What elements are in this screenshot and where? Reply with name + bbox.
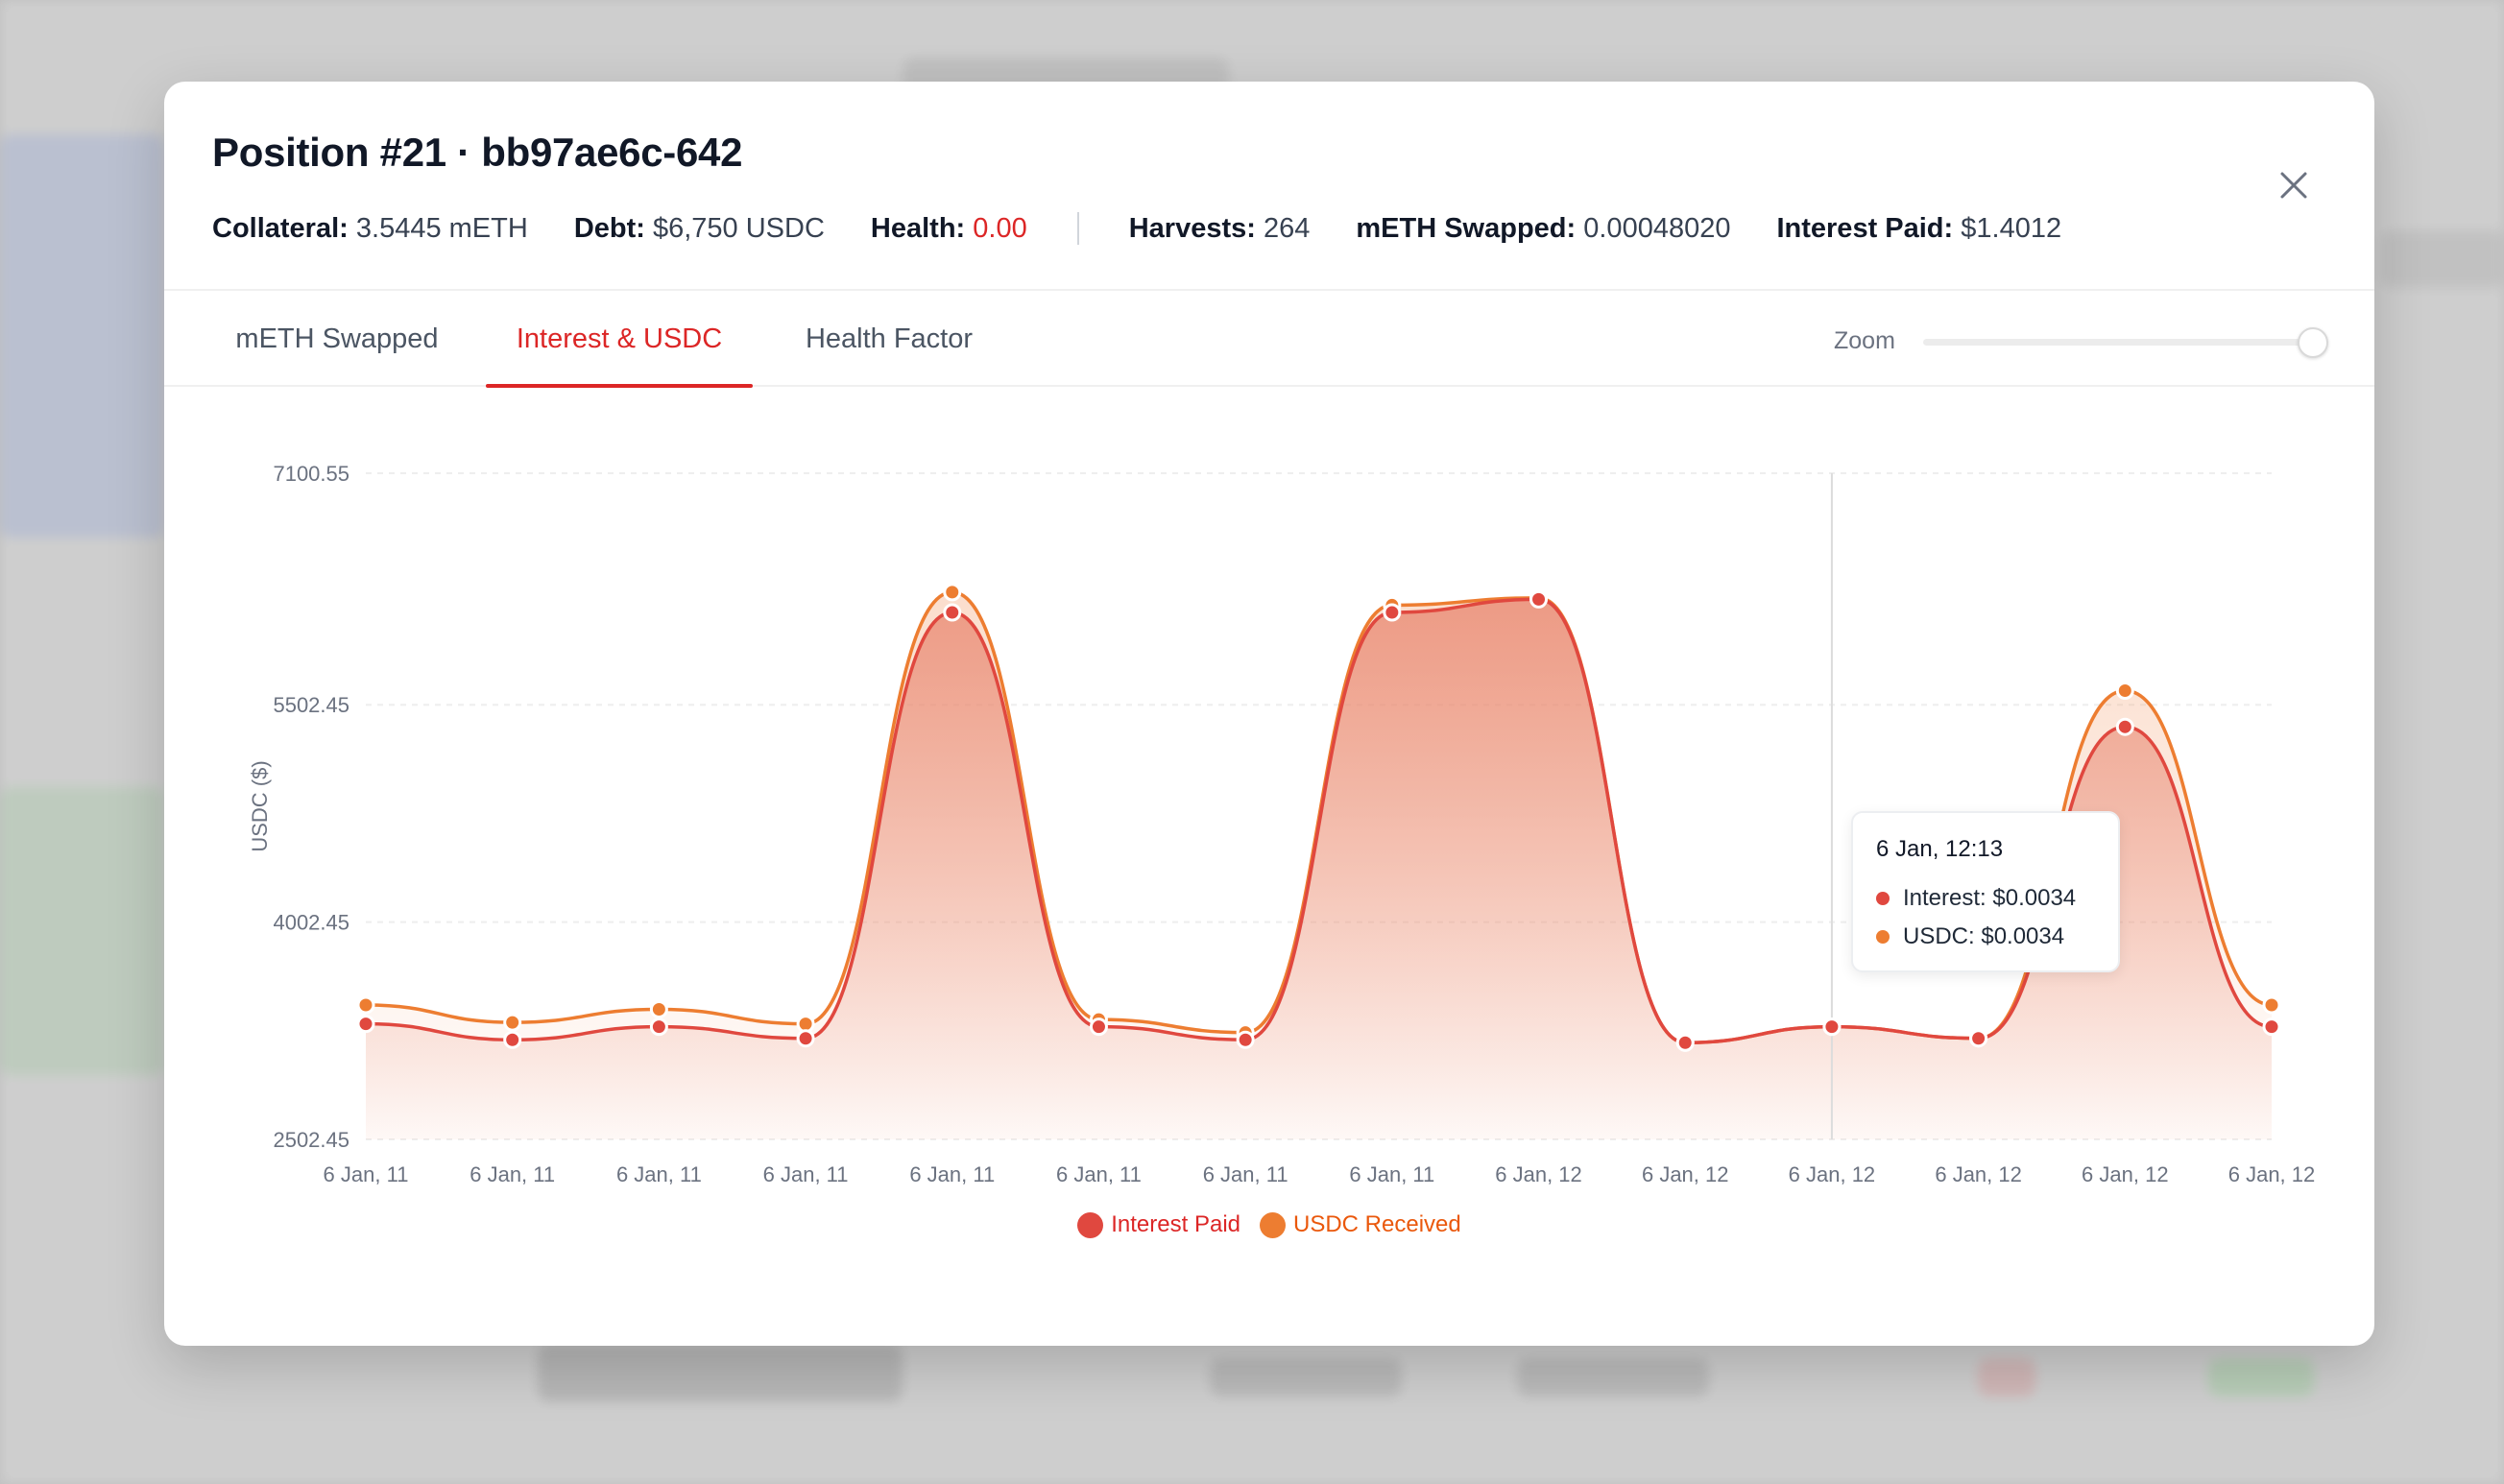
data-point[interactable] xyxy=(1529,589,1549,609)
data-point[interactable] xyxy=(1383,603,1402,622)
data-point[interactable] xyxy=(503,1013,522,1032)
x-tick-label: 6 Jan, 11 xyxy=(324,1162,409,1186)
y-axis-label: USDC ($) xyxy=(248,760,272,851)
data-point[interactable] xyxy=(1089,1017,1108,1037)
zoom-label: Zoom xyxy=(1834,327,1895,354)
chart-tooltip: 6 Jan, 12:13 Interest: $0.0034 USDC: $0.… xyxy=(1851,811,2120,972)
position-stats: Collateral: 3.5445 mETH Debt: $6,750 USD… xyxy=(212,209,2107,248)
stat-debt: Debt: $6,750 USDC xyxy=(573,212,825,244)
stats-divider xyxy=(1076,212,1079,245)
x-tick-label: 6 Jan, 11 xyxy=(1203,1162,1288,1186)
data-point[interactable] xyxy=(2115,717,2134,736)
stat-meth-swapped: mETH Swapped: 0.00048020 xyxy=(1356,212,1731,244)
y-tick-label: 2502.45 xyxy=(273,1128,349,1152)
data-point[interactable] xyxy=(649,1017,668,1037)
data-point[interactable] xyxy=(1822,1017,1842,1037)
data-point[interactable] xyxy=(356,995,375,1015)
data-point[interactable] xyxy=(1969,1029,1988,1048)
tab-meth-swapped[interactable]: mETH Swapped xyxy=(235,323,439,354)
data-point[interactable] xyxy=(943,603,962,622)
y-tick-label: 5502.45 xyxy=(273,693,349,717)
interest-dot-icon xyxy=(1876,892,1890,905)
series-area xyxy=(366,599,2272,1139)
background-panel xyxy=(2208,1358,2314,1397)
close-button[interactable] xyxy=(2275,166,2313,204)
x-tick-label: 6 Jan, 11 xyxy=(1056,1162,1142,1186)
interest-usdc-chart: 2502.45 4002.45 5502.45 7100.55 6 Jan, 11 6 … xyxy=(248,462,2316,1186)
x-tick-label: 6 Jan, 12 xyxy=(1935,1162,2022,1186)
usdc-dot-icon xyxy=(1876,930,1890,944)
background-panel xyxy=(0,787,164,1075)
tab-health-factor[interactable]: Health Factor xyxy=(805,323,974,354)
x-tick-label: 6 Jan, 12 xyxy=(1495,1162,1582,1186)
x-tick-label: 6 Jan, 11 xyxy=(616,1162,702,1186)
y-tick-label: 4002.45 xyxy=(273,911,349,935)
modal-header: Position #21 · bb97ae6c-642 Collateral: … xyxy=(164,82,2374,291)
x-tick-label: 6 Jan, 12 xyxy=(1642,1162,1729,1186)
series-line xyxy=(365,597,2273,1045)
data-point[interactable] xyxy=(796,1029,815,1048)
data-point[interactable] xyxy=(943,583,962,602)
data-point[interactable] xyxy=(503,1030,522,1049)
chart-legend: Interest Paid USDC Received xyxy=(164,1211,2374,1238)
usdc-received-legend-icon xyxy=(1260,1211,1286,1238)
x-tick-label: 6 Jan, 12 xyxy=(2228,1162,2316,1186)
tooltip-row-usdc: USDC: $0.0034 xyxy=(1876,923,2064,950)
stat-collateral: Collateral: 3.5445 mETH xyxy=(212,212,528,244)
zoom-slider-thumb[interactable] xyxy=(2298,327,2328,358)
background-panel xyxy=(1210,1358,1402,1397)
position-modal: Position #21 · bb97ae6c-642 Collateral: … xyxy=(164,82,2374,1346)
background-panel xyxy=(0,134,164,538)
legend-item-interest-paid[interactable]: Interest Paid xyxy=(1077,1211,1240,1238)
tooltip-row-interest: Interest: $0.0034 xyxy=(1876,885,2076,912)
tab-interest-usdc[interactable]: Interest & USDC xyxy=(486,291,753,388)
interest-paid-legend-icon xyxy=(1077,1211,1104,1238)
x-tick-label: 6 Jan, 12 xyxy=(1789,1162,1876,1186)
x-tick-label: 6 Jan, 11 xyxy=(763,1162,849,1186)
x-tick-label: 6 Jan, 12 xyxy=(2082,1162,2169,1186)
background-panel xyxy=(2381,230,2504,288)
background-panel xyxy=(538,1344,903,1401)
data-point[interactable] xyxy=(2115,681,2134,700)
stat-harvests: Harvests: 264 xyxy=(1128,212,1311,244)
x-tick-label: 6 Jan, 11 xyxy=(470,1162,555,1186)
data-point[interactable] xyxy=(1675,1033,1695,1052)
x-tick-label: 6 Jan, 11 xyxy=(1349,1162,1434,1186)
tooltip-title: 6 Jan, 12:13 xyxy=(1876,836,2004,862)
data-point[interactable] xyxy=(649,1000,668,1019)
data-point[interactable] xyxy=(2262,1017,2281,1037)
zoom-slider[interactable] xyxy=(1923,339,2317,346)
x-tick-label: 6 Jan, 11 xyxy=(909,1162,995,1186)
y-tick-label: 7100.55 xyxy=(273,462,349,486)
close-icon xyxy=(2280,172,2307,199)
tab-bar: mETH Swapped Interest & USDC Health Fact… xyxy=(164,291,2374,388)
stat-interest-paid: Interest Paid: $1.4012 xyxy=(1776,212,2062,244)
data-point[interactable] xyxy=(356,1015,375,1034)
background-panel xyxy=(1517,1358,1709,1397)
stat-health: Health: 0.00 xyxy=(870,212,1027,244)
background-panel xyxy=(1978,1358,2035,1397)
modal-title: Position #21 · bb97ae6c-642 xyxy=(212,130,743,175)
legend-item-usdc-received[interactable]: USDC Received xyxy=(1260,1211,1461,1238)
data-point[interactable] xyxy=(2262,995,2281,1015)
data-point[interactable] xyxy=(1236,1030,1255,1049)
